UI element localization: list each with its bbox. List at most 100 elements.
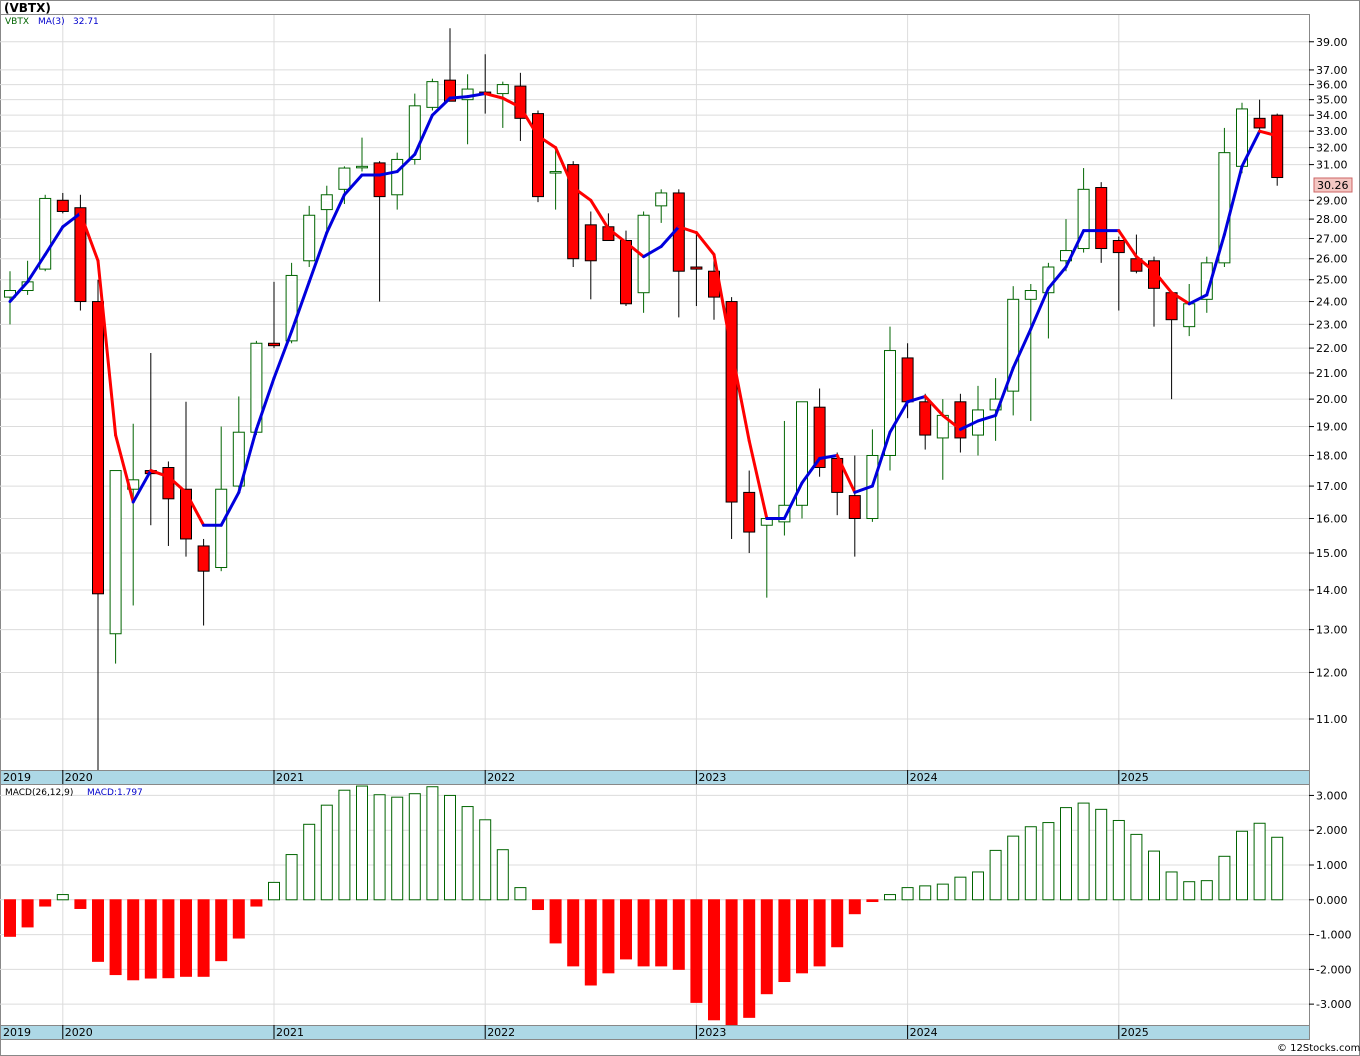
candle-body [1271, 114, 1284, 179]
macd-bar [4, 899, 16, 937]
ma-segment [1240, 129, 1262, 168]
macd-bar [901, 887, 914, 901]
candle-body [1130, 258, 1143, 272]
ma-segment [536, 134, 558, 150]
ma-segment [325, 193, 346, 235]
ma-segment [1152, 269, 1174, 295]
moving-average-series [8, 92, 1279, 527]
ma-segment [290, 280, 311, 333]
macd-bar [725, 899, 738, 1026]
ma-segment [61, 211, 82, 229]
candle-body [620, 240, 632, 305]
ma-segment [994, 366, 1015, 417]
candle-body [391, 158, 404, 196]
ma-segment [906, 394, 927, 404]
macd-bar [936, 883, 949, 901]
price-y-tick-label: 12.00 [1316, 666, 1348, 679]
macd-bar [1165, 871, 1178, 901]
price-y-axis: 11.00 12.00 13.00 14.00 15.00 16.00 17.00 18.00… [1309, 36, 1348, 726]
macd-bar [620, 899, 632, 960]
ma-segment [1011, 327, 1033, 370]
macd-bar [496, 849, 509, 901]
macd-bar [1148, 850, 1160, 901]
candle-body [338, 167, 351, 190]
price-y-tick-label: 20.00 [1316, 393, 1348, 406]
macd-bar [813, 899, 826, 967]
x-axis-year-label: 2024 [910, 771, 938, 784]
macd-bar [743, 899, 756, 1018]
ma-segment [413, 113, 434, 156]
ma-segment [923, 394, 945, 417]
macd-bar [549, 899, 562, 944]
candle-body [109, 470, 122, 635]
x-axis-year-label: 2019 [3, 1026, 31, 1039]
candle-body [180, 488, 192, 540]
macd-bar [1271, 836, 1284, 901]
macd-y-tick-label: -2.000 [1316, 963, 1351, 976]
price-y-tick-label: 23.00 [1316, 318, 1348, 331]
x-axis-year-label: 2022 [487, 771, 515, 784]
macd-y-tick-label: -3.000 [1316, 998, 1351, 1011]
candle-body [268, 342, 280, 347]
price-y-tick-label: 27.00 [1316, 233, 1348, 246]
ma-segment [43, 225, 65, 257]
macd-bar [690, 899, 703, 1003]
macd-bar [919, 885, 932, 901]
ma-segment [395, 152, 417, 174]
candle-body [356, 165, 368, 169]
watermark: © 12Stocks.com [1277, 1043, 1360, 1054]
macd-bar [356, 785, 368, 901]
price-y-tick-label: 26.00 [1316, 253, 1348, 266]
candle-body [1253, 117, 1266, 129]
price-y-tick-label: 31.00 [1316, 159, 1348, 172]
candle-body [919, 401, 932, 436]
candle-body [813, 406, 826, 469]
macd-bar [514, 887, 527, 901]
macd-bar [972, 871, 984, 901]
macd-bar [320, 804, 333, 901]
macd-y-tick-label: 0.000 [1316, 894, 1348, 907]
macd-bar [602, 899, 615, 974]
candle-body [848, 495, 861, 520]
price-y-tick-label: 29.00 [1316, 194, 1348, 207]
ma-segment [782, 481, 804, 521]
x-axis-year-label: 2023 [698, 771, 726, 784]
candle-body [567, 164, 580, 260]
macd-bar [197, 899, 210, 977]
macd-bar [1024, 826, 1037, 901]
candle-body [373, 162, 386, 198]
ma-segment [149, 469, 170, 479]
candle-body [1095, 187, 1108, 250]
x-axis-year-label: 2021 [276, 1026, 304, 1039]
candle-body [1112, 240, 1125, 254]
ma-segment [606, 227, 628, 245]
candlestick-series [4, 28, 1284, 798]
ma-segment [430, 96, 452, 117]
macd-bar [1112, 819, 1125, 901]
macd-bar [285, 854, 298, 901]
macd-bar [1077, 802, 1090, 901]
price-y-tick-label: 18.00 [1316, 449, 1348, 462]
ma-segment [237, 427, 258, 494]
candle-body [408, 105, 421, 160]
macd-bar [444, 794, 456, 901]
price-gridlines [0, 15, 1309, 770]
ma-segment [1046, 265, 1068, 290]
macd-bar [796, 899, 808, 974]
candle-body [303, 214, 316, 262]
ma-segment [712, 253, 734, 353]
price-y-tick-label: 32.00 [1316, 142, 1348, 155]
macd-bar [708, 899, 720, 1021]
candle-body [884, 350, 896, 456]
candle-body [39, 197, 52, 270]
ma-segment [1222, 164, 1244, 237]
ma-segment [342, 173, 364, 197]
ma-segment [853, 484, 874, 494]
macd-bar [56, 894, 69, 901]
ma-segment [818, 453, 839, 460]
macd-bar [39, 899, 52, 907]
macd-bar [162, 899, 175, 979]
ma-segment [254, 376, 276, 431]
ma-segment [184, 490, 206, 527]
x-axis-year-label: 2020 [65, 1026, 93, 1039]
